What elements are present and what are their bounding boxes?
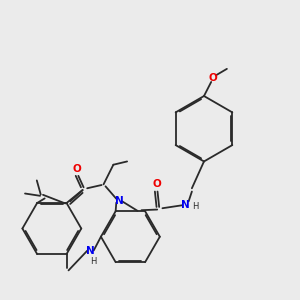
Text: O: O — [152, 179, 161, 189]
Text: O: O — [73, 164, 82, 174]
Text: H: H — [192, 202, 198, 211]
Text: H: H — [90, 257, 96, 266]
Text: O: O — [209, 73, 218, 83]
Text: N: N — [86, 246, 95, 256]
Text: N: N — [181, 200, 190, 210]
Text: N: N — [115, 196, 123, 206]
